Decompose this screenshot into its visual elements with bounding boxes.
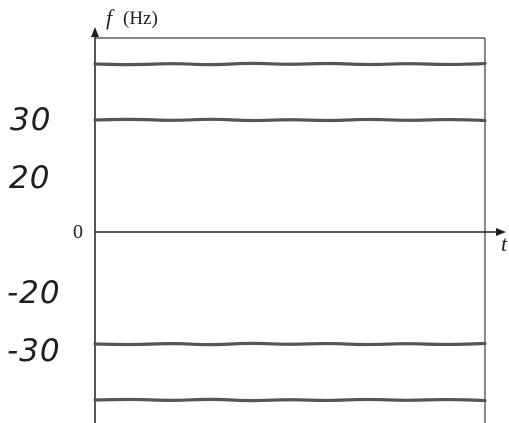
series-line-neg20 — [93, 341, 487, 347]
x-axis-label: t — [501, 231, 508, 256]
y-axis-label-symbol: f — [106, 5, 115, 30]
y-tick-label-0: 0 — [73, 221, 83, 243]
series-group — [93, 61, 487, 403]
y-axis-arrowhead — [91, 27, 99, 37]
y-tick-label-30: 30 — [10, 102, 51, 138]
series-line-neg30 — [93, 397, 487, 403]
x-axis-arrowhead — [496, 228, 506, 236]
y-tick-label-20: 20 — [9, 160, 50, 196]
y-axis-label-unit: (Hz) — [123, 8, 158, 29]
y-tick-label-neg20: -20 — [7, 275, 61, 311]
y-tick-label-neg30: -30 — [7, 333, 61, 369]
series-line-20 — [93, 117, 487, 123]
series-line-30 — [93, 61, 487, 67]
